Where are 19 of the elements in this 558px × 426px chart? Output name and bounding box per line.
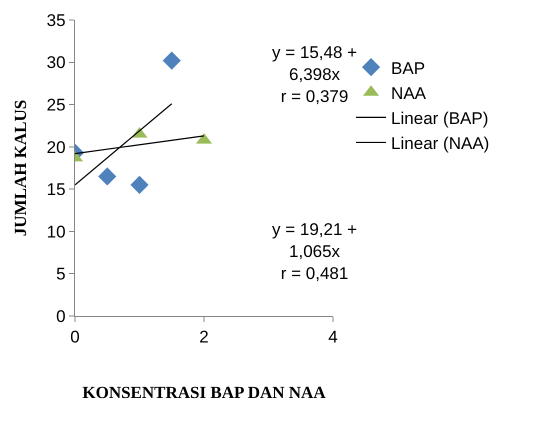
y-tick-label: 35 [46,10,66,30]
y-tick-label: 10 [46,222,66,242]
legend-label: Linear (BAP) [391,108,488,128]
y-tick-label: 30 [46,53,66,72]
legend-label: NAA [391,84,427,103]
legend-label: BAP [391,58,426,78]
y-tick-label: 15 [46,180,66,200]
x-tick-label: 2 [199,327,209,346]
annotation: y = 15,48 + 6,398x r = 0,379 [272,43,358,106]
x-tick-label: 0 [70,327,80,346]
y-tick-label: 25 [46,96,66,115]
y-tick-label: 0 [56,306,66,326]
y-axis-title: JUMLAH KALUS [11,100,30,236]
x-tick-label: 4 [328,327,338,346]
y-tick-label: 5 [56,264,66,284]
y-tick-label: 20 [46,138,66,157]
annotation: y = 19,21 + 1,065x r = 0,481 [272,220,358,284]
legend-label: Linear (NAA) [391,134,490,154]
x-axis-title: KONSENTRASI BAP DAN NAA [82,382,326,402]
